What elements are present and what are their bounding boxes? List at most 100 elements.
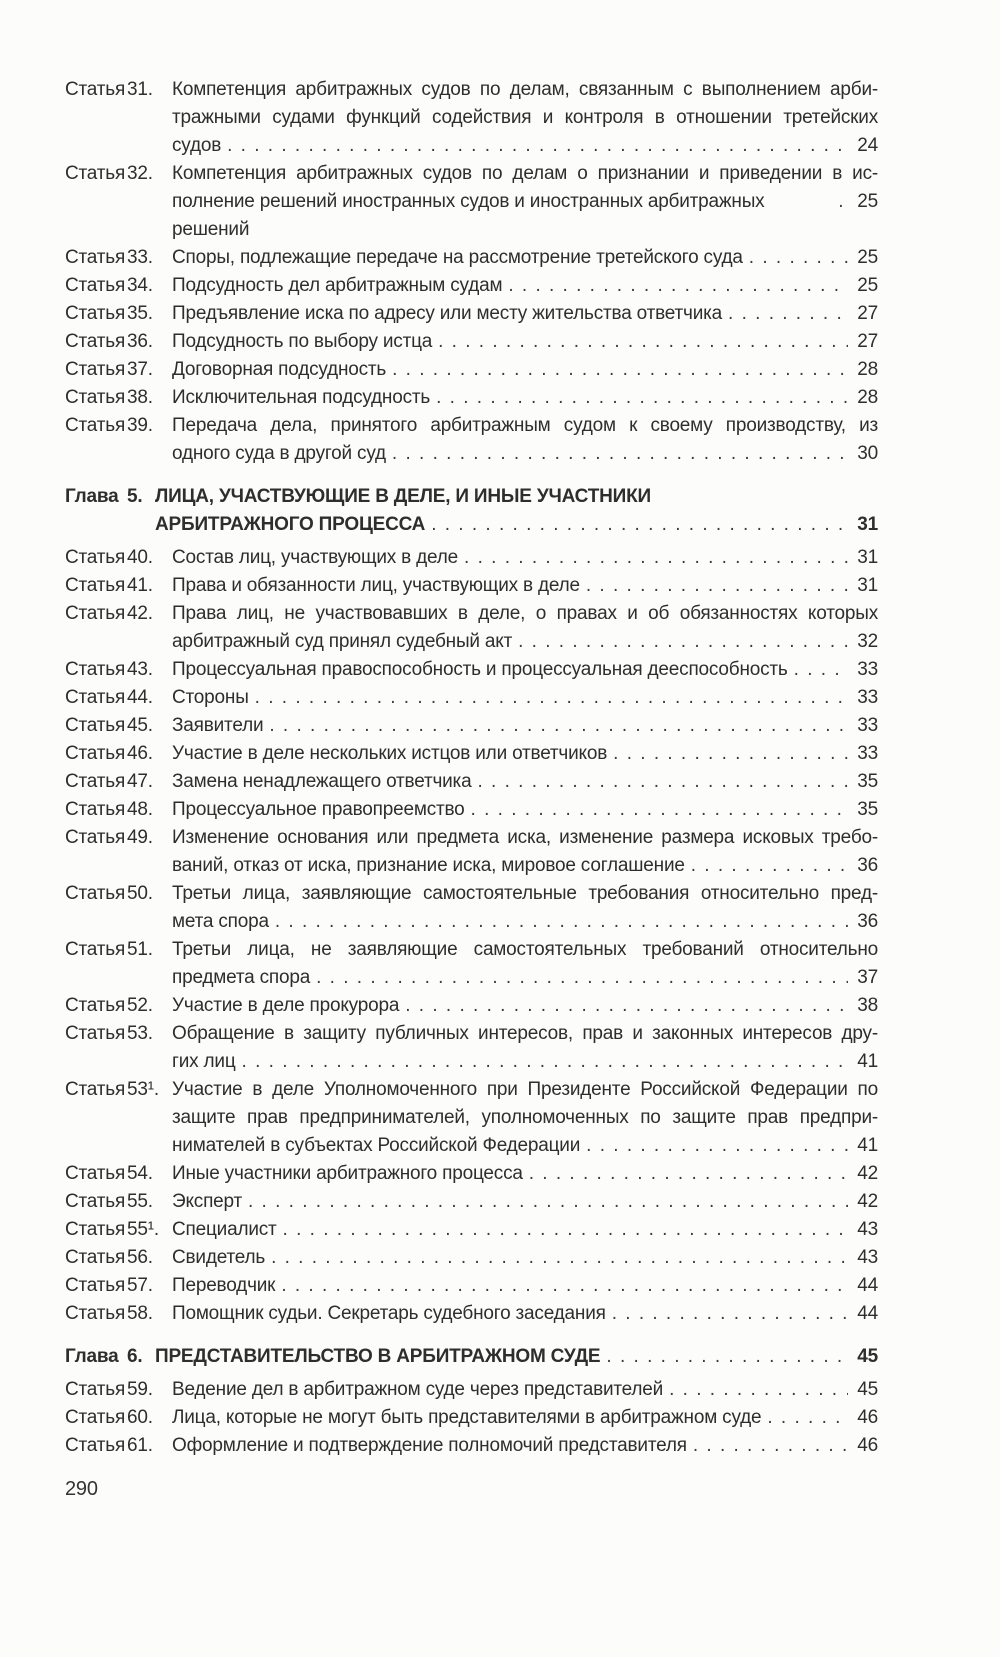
leader-dots [248,1188,848,1216]
toc-article-entry: Статья 60. Лица, которые не могут быть пре… [65,1404,878,1432]
entry-last-line: гих лиц 41 [172,1048,878,1076]
entry-content: Участие в деле Уполномоченного при Прези… [172,1076,878,1160]
entry-content: Переводчик 44 [172,1272,878,1300]
entry-title-line: Передача дела, принятого арбитражным суд… [172,415,878,436]
entry-number: 6. [127,1346,143,1367]
entry-title-line: Споры, подлежащие передаче на рассмотрен… [172,247,743,268]
leader-dots [728,300,848,328]
leader-dots [464,544,848,572]
entry-number: 44. [127,687,153,708]
entry-number: 47. [127,771,153,792]
entry-content: Оформление и подтверждение полномочий пр… [172,1432,878,1460]
toc-article-entry: Статья 42. Права лиц, не участвовавших в д… [65,600,878,656]
entry-title-line: Компетенция арбитражных судов по делам о… [172,163,878,184]
entry-number: 57. [127,1275,153,1296]
leader-dots [283,1216,848,1244]
entry-last-line: Ведение дел в арбитражном суде через пре… [172,1376,878,1404]
entry-number: 5. [127,486,143,507]
entry-label: Статья [65,1435,126,1456]
leader-dots [405,992,848,1020]
entry-label: Статья [65,1379,126,1400]
entry-title-line: тражными судами функций содействия и кон… [172,107,878,128]
entry-last-line: Процессуальное правопреемство 35 [172,796,878,824]
entry-number: 42. [127,603,153,624]
entry-content: Права и обязанности лиц, участвующих в д… [172,572,878,600]
entry-number: 55¹. [127,1219,159,1240]
toc-article-entry: Статья 34. Подсудность дел арбитражным суд… [65,272,878,300]
entry-last-line: Подсудность по выбору истца 27 [172,328,878,356]
leader-dots [508,272,848,300]
entry-last-line: Замена ненадлежащего ответчика 35 [172,768,878,796]
leader-dots [281,1272,848,1300]
leader-dots [749,244,848,272]
entry-last-line: Состав лиц, участвующих в деле 31 [172,544,878,572]
entry-title-line: одного суда в другой суд [172,443,386,464]
entry-number: 32. [127,163,153,184]
entry-number: 56. [127,1247,153,1268]
entry-label: Статья [65,1191,126,1212]
entry-last-line: Предъявление иска по адресу или месту жи… [172,300,878,328]
entry-number: 58. [127,1303,153,1324]
entry-label: Статья [65,331,126,352]
entry-label: Статья [65,1247,126,1268]
entry-label: Статья [65,303,126,324]
entry-label: Статья [65,603,126,624]
entry-label: Статья [65,1023,126,1044]
entry-label: Статья [65,995,126,1016]
entry-content: Договорная подсудность 28 [172,356,878,384]
entry-content: Изменение основания или предмета иска, и… [172,824,878,880]
entry-label: Глава [65,486,119,507]
entry-label: Статья [65,1163,126,1184]
entry-page-number: 36 [857,911,878,932]
leader-dots [271,1244,848,1272]
leader-dots [227,132,848,160]
entry-last-line: Эксперт 42 [172,1188,878,1216]
entry-title-line: ЛИЦА, УЧАСТВУЮЩИЕ В ДЕЛЕ, И ИНЫЕ УЧАСТНИ… [155,486,651,507]
entry-label: Статья [65,687,126,708]
entry-last-line: Подсудность дел арбитражным судам 25 [172,272,878,300]
leader-dots [606,1343,848,1371]
entry-title-line: арбитражный суд принял судебный акт [172,631,513,652]
entry-title-line: Исключительная подсудность [172,387,431,408]
entry-page-number: 41 [857,1051,878,1072]
leader-dots [529,1160,848,1188]
entry-label: Статья [65,1079,126,1100]
entry-last-line: судов 24 [172,132,878,160]
entry-page-number: 32 [857,631,878,652]
entry-content: Споры, подлежащие передаче на рассмотрен… [172,244,878,272]
leader-dots [613,740,848,768]
entry-last-line: Процессуальная правоспособность и процес… [172,656,878,684]
entry-last-line: Участие в деле прокурора 38 [172,992,878,1020]
entry-label: Статья [65,1219,126,1240]
entry-last-line: АРБИТРАЖНОГО ПРОЦЕССА 31 [155,511,878,539]
toc-article-entry: Статья 35. Предъявление иска по адресу или… [65,300,878,328]
entry-page-number: 42 [857,1191,878,1212]
toc-article-entry: Статья 54. Иные участники арбитражного про… [65,1160,878,1188]
entry-page-number: 31 [857,547,878,568]
entry-number: 46. [127,743,153,764]
entry-number: 33. [127,247,153,268]
entry-last-line: Участие в деле нескольких истцов или отв… [172,740,878,768]
toc-article-entry: Статья 53¹. Участие в деле Уполномоченного… [65,1076,878,1160]
entry-number: 36. [127,331,153,352]
entry-page-number: 41 [857,1135,878,1156]
entry-content: Иные участники арбитражного процесса 42 [172,1160,878,1188]
entry-title-line: нимателей в субъектах Российской Федерац… [172,1135,581,1156]
entry-content: Лица, которые не могут быть представител… [172,1404,878,1432]
leader-dots [431,511,848,539]
entry-page-number: 25 [857,275,878,296]
entry-page-number: 30 [857,443,878,464]
entry-label: Статья [65,163,126,184]
entry-number: 38. [127,387,153,408]
entry-title-line: Состав лиц, участвующих в деле [172,547,459,568]
entry-title-line: полнение решений иностранных судов и ино… [172,191,765,240]
leader-dots [269,712,848,740]
entry-title-line: Участие в деле Уполномоченного при Прези… [172,1079,878,1100]
entry-title-line: АРБИТРАЖНОГО ПРОЦЕССА [155,514,426,535]
entry-last-line: одного суда в другой суд 30 [172,440,878,468]
